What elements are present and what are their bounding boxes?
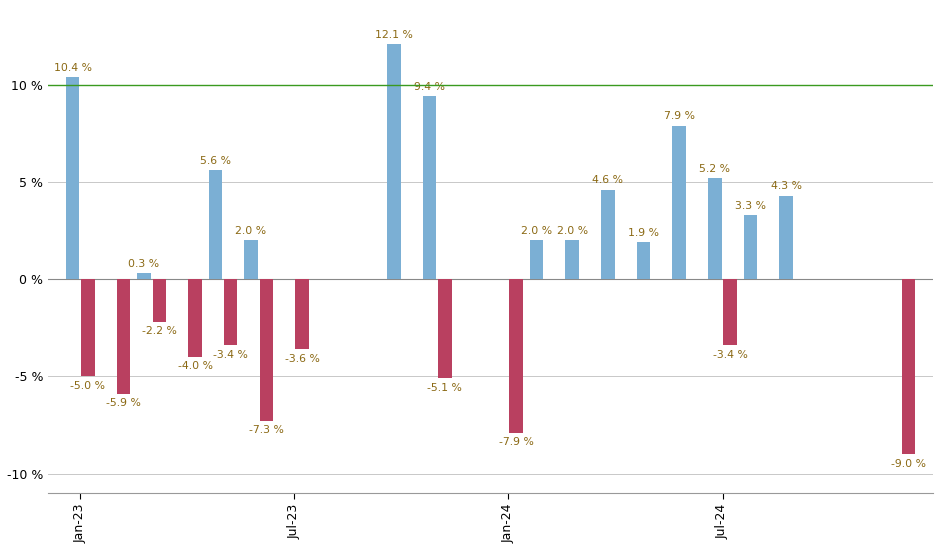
Text: 7.9 %: 7.9 % [664, 111, 695, 122]
Bar [224, 279, 238, 345]
Bar [81, 279, 95, 376]
Text: 5.6 %: 5.6 % [200, 156, 231, 166]
Text: 9.4 %: 9.4 % [414, 82, 445, 92]
Bar [423, 96, 436, 279]
Text: -5.0 %: -5.0 % [70, 381, 105, 390]
Text: -7.3 %: -7.3 % [249, 426, 284, 436]
Text: 12.1 %: 12.1 % [375, 30, 413, 40]
Text: -4.0 %: -4.0 % [178, 361, 212, 371]
Bar [901, 279, 916, 454]
Text: 3.3 %: 3.3 % [735, 201, 766, 211]
Bar [672, 125, 686, 279]
Text: -7.9 %: -7.9 % [499, 437, 534, 447]
Text: 5.2 %: 5.2 % [699, 164, 730, 174]
Bar [724, 279, 737, 345]
Bar [438, 279, 451, 378]
Bar [708, 178, 722, 279]
Text: -9.0 %: -9.0 % [891, 459, 926, 469]
Bar [509, 279, 523, 433]
Bar [744, 215, 758, 279]
Text: 4.6 %: 4.6 % [592, 175, 623, 185]
Text: -3.4 %: -3.4 % [213, 350, 248, 360]
Bar [209, 170, 222, 279]
Text: -5.1 %: -5.1 % [428, 383, 462, 393]
Text: 4.3 %: 4.3 % [771, 182, 802, 191]
Bar [152, 279, 166, 322]
Text: -5.9 %: -5.9 % [106, 398, 141, 408]
Text: 2.0 %: 2.0 % [556, 226, 588, 236]
Bar [529, 240, 543, 279]
Bar [779, 196, 793, 279]
Bar [117, 279, 131, 394]
Text: -2.2 %: -2.2 % [142, 326, 177, 336]
Text: -3.4 %: -3.4 % [713, 350, 747, 360]
Text: 2.0 %: 2.0 % [521, 226, 552, 236]
Text: 1.9 %: 1.9 % [628, 228, 659, 238]
Text: -3.6 %: -3.6 % [285, 354, 320, 364]
Text: 10.4 %: 10.4 % [54, 63, 91, 73]
Bar [188, 279, 202, 357]
Text: 2.0 %: 2.0 % [235, 226, 267, 236]
Bar [636, 242, 650, 279]
Bar [601, 190, 615, 279]
Bar [66, 77, 79, 279]
Bar [244, 240, 258, 279]
Bar [259, 279, 274, 421]
Bar [137, 273, 150, 279]
Bar [387, 44, 400, 279]
Bar [565, 240, 579, 279]
Text: 0.3 %: 0.3 % [129, 259, 160, 269]
Bar [295, 279, 309, 349]
